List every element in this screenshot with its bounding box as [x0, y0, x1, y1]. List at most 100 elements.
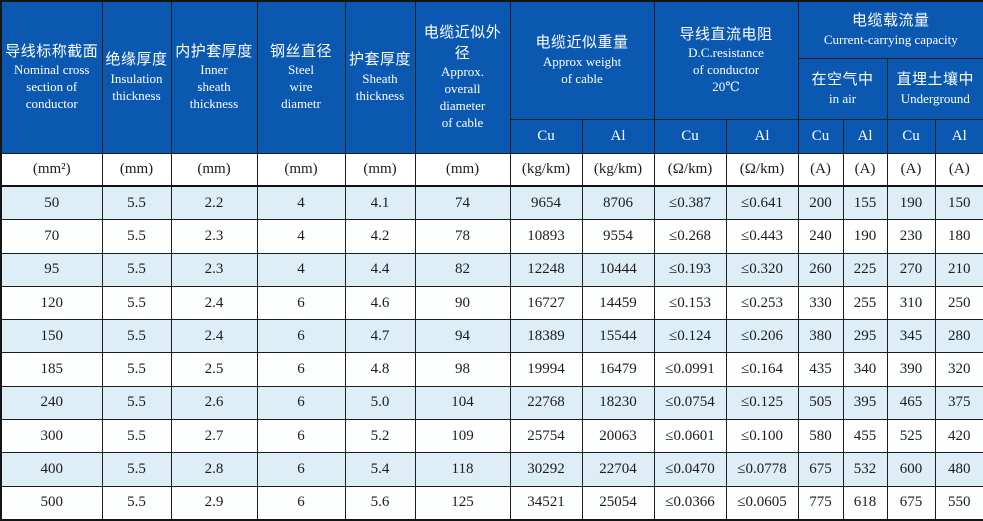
- cell: 70: [0, 219, 103, 254]
- cell: 5.5: [101, 319, 172, 354]
- cell: 230: [886, 219, 936, 254]
- cell: 4: [256, 252, 346, 287]
- header-zh: 导线直流电阻: [679, 27, 773, 44]
- cell: ≤0.125: [725, 385, 799, 421]
- table-row: 240 5.5 2.6 6 5.0 104 22768 18230 ≤0.0754 ≤0.125 5…: [0, 385, 983, 421]
- cell: 6: [256, 385, 346, 421]
- col-header-sheath-thickness: 护套厚度 Sheath thickness: [344, 0, 416, 154]
- cell: 4.1: [344, 185, 416, 221]
- unit-cell: (mm): [256, 153, 346, 187]
- cell: 16727: [509, 285, 583, 321]
- col-header-approx-weight: 电缆近似重量 Approx weight of cable: [509, 0, 655, 120]
- table-row: 120 5.5 2.4 6 4.6 90 16727 14459 ≤0.153 ≤0.253 330…: [0, 285, 983, 321]
- header-row-sub: 在空气中 in air 直埋土壤中 Underground: [1, 58, 983, 120]
- cell: 300: [0, 419, 103, 454]
- cell: 455: [842, 419, 888, 454]
- cell: 125: [414, 485, 511, 521]
- cell: 94: [414, 319, 511, 354]
- cu-al-label: Al: [725, 119, 799, 154]
- header-en: Inner sheath thickness: [189, 62, 239, 112]
- cell: 185: [0, 352, 103, 387]
- cell: 150: [934, 185, 983, 221]
- cell: 4.6: [344, 285, 416, 321]
- table-row: 150 5.5 2.4 6 4.7 94 18389 15544 ≤0.124 ≤0.206 380…: [0, 319, 983, 354]
- cell: 25754: [509, 419, 583, 454]
- cell: 14459: [581, 285, 655, 321]
- table-row: 185 5.5 2.5 6 4.8 98 19994 16479 ≤0.0991 ≤0.164 43…: [0, 352, 983, 387]
- cell: ≤0.0605: [725, 485, 799, 521]
- cell: 2.3: [170, 252, 258, 287]
- cell: ≤0.100: [725, 419, 799, 454]
- cell: 375: [934, 385, 983, 421]
- cell: 78: [414, 219, 511, 254]
- unit-cell: (mm²): [0, 153, 103, 187]
- header-row-cu-al: Cu Al Cu Al Cu Al Cu Al: [1, 119, 983, 154]
- table-body: 50 5.5 2.2 4 4.1 74 9654 8706 ≤0.387 ≤0.641 200 155…: [0, 185, 983, 521]
- header-en: D.C.resistance of conductor 20℃: [688, 45, 764, 95]
- cell: 5.5: [101, 219, 172, 254]
- table-row: 400 5.5 2.8 6 5.4 118 30292 22704 ≤0.0470 ≤0.0778…: [0, 452, 983, 487]
- cell: 5.5: [101, 285, 172, 321]
- cell: 18230: [581, 385, 655, 421]
- cell: 180: [934, 219, 983, 254]
- cell: 98: [414, 352, 511, 387]
- unit-cell: (kg/km): [581, 153, 655, 187]
- header-en: Steel wire diametr: [281, 62, 321, 112]
- unit-cell: (mm): [101, 153, 172, 187]
- cell: ≤0.641: [725, 185, 799, 221]
- cell: 675: [797, 452, 844, 487]
- cell: 50: [0, 185, 103, 221]
- col-header-inner-sheath-thickness: 内护套厚度 Inner sheath thickness: [170, 0, 258, 154]
- cell: 4: [256, 185, 346, 221]
- cell: 320: [934, 352, 983, 387]
- cell: 2.2: [170, 185, 258, 221]
- cell: 330: [797, 285, 844, 321]
- cell: 775: [797, 485, 844, 521]
- unit-cell: (mm): [170, 153, 258, 187]
- unit-cell: (mm): [344, 153, 416, 187]
- cell: 5.5: [101, 385, 172, 421]
- unit-cell: (A): [797, 153, 844, 187]
- cell: 74: [414, 185, 511, 221]
- cell: 580: [797, 419, 844, 454]
- cell: 505: [797, 385, 844, 421]
- cell: 420: [934, 419, 983, 454]
- header-zh: 电缆载流量: [852, 13, 930, 30]
- cell: 618: [842, 485, 888, 521]
- cell: 5.5: [101, 419, 172, 454]
- cell: 295: [842, 319, 888, 354]
- cell: 400: [0, 452, 103, 487]
- cell: 225: [842, 252, 888, 287]
- cell: 18389: [509, 319, 583, 354]
- cell: 12248: [509, 252, 583, 287]
- cell: 4.7: [344, 319, 416, 354]
- cell: 465: [886, 385, 936, 421]
- cu-al-label: Cu: [797, 119, 844, 154]
- cell: 6: [256, 285, 346, 321]
- cell: 270: [886, 252, 936, 287]
- cell: 34521: [509, 485, 583, 521]
- header-zh: 绝缘厚度: [105, 52, 168, 69]
- header-en: Current-carrying capacity: [823, 31, 958, 47]
- cell: 550: [934, 485, 983, 521]
- units-row: (mm²) (mm) (mm) (mm) (mm) (mm) (kg/km) (…: [0, 153, 983, 187]
- table-row: 500 5.5 2.9 6 5.6 125 34521 25054 ≤0.0366 ≤0.0605…: [0, 485, 983, 521]
- col-header-insulation-thickness: 绝缘厚度 Insulation thickness: [101, 0, 172, 154]
- header-en: in air: [828, 90, 857, 106]
- cell: 200: [797, 185, 844, 221]
- cell: 395: [842, 385, 888, 421]
- cell: 20063: [581, 419, 655, 454]
- cell: 2.5: [170, 352, 258, 387]
- header-zh: 电缆近似重量: [535, 35, 629, 52]
- cell: 4.2: [344, 219, 416, 254]
- cell: ≤0.0366: [653, 485, 727, 521]
- cell: 240: [797, 219, 844, 254]
- cell: 390: [886, 352, 936, 387]
- cell: 19994: [509, 352, 583, 387]
- col-header-dc-resistance: 导线直流电阻 D.C.resistance of conductor 20℃: [653, 0, 799, 120]
- cell: 190: [886, 185, 936, 221]
- cell: ≤0.0754: [653, 385, 727, 421]
- unit-cell: (A): [886, 153, 936, 187]
- cell: 5.6: [344, 485, 416, 521]
